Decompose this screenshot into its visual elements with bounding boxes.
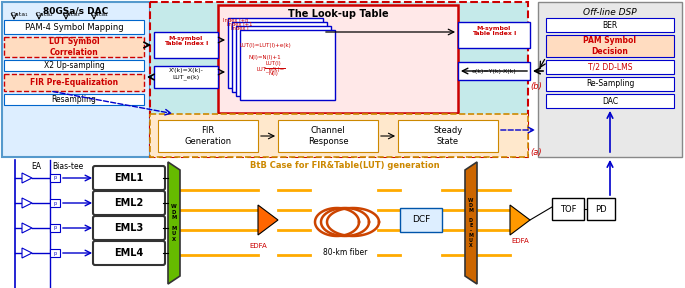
Bar: [50, 199, 60, 207]
Bar: [4, 37, 144, 57]
Text: TOF: TOF: [560, 204, 576, 213]
Bar: [50, 249, 60, 257]
Text: e(k)=Y(k)-X(k): e(k)=Y(k)-X(k): [472, 69, 516, 73]
Text: Resampling: Resampling: [51, 95, 97, 104]
Text: PD: PD: [595, 204, 607, 213]
FancyBboxPatch shape: [93, 191, 165, 215]
Text: M-symbol
Table Index I: M-symbol Table Index I: [164, 36, 208, 46]
Text: Data₄: Data₄: [90, 12, 108, 16]
Text: EDFA: EDFA: [249, 243, 267, 249]
Text: DCF: DCF: [412, 215, 430, 225]
Text: N(l): N(l): [268, 71, 278, 75]
Text: EML1: EML1: [114, 173, 144, 183]
Bar: [538, 2, 682, 157]
Bar: [50, 174, 60, 182]
Text: X2 Up-sampling: X2 Up-sampling: [44, 61, 104, 70]
Polygon shape: [22, 173, 32, 183]
Bar: [546, 94, 674, 108]
Bar: [154, 66, 218, 88]
Polygon shape: [22, 248, 32, 258]
Polygon shape: [465, 162, 477, 284]
Text: BER: BER: [602, 20, 618, 29]
Bar: [400, 208, 442, 232]
Text: W
D
M
 
M
U
X: W D M M U X: [171, 204, 177, 242]
Text: Index l+1: Index l+1: [227, 22, 253, 27]
Polygon shape: [22, 223, 32, 233]
Text: (a): (a): [530, 149, 542, 158]
Text: Index l: Index l: [231, 26, 249, 31]
Text: 80-km fiber: 80-km fiber: [323, 248, 367, 257]
Text: PAM-4 Symbol Mapping: PAM-4 Symbol Mapping: [25, 22, 123, 31]
Polygon shape: [168, 162, 180, 284]
Bar: [150, 114, 528, 157]
Bar: [4, 60, 144, 71]
Bar: [552, 198, 584, 220]
Text: EA: EA: [31, 162, 41, 171]
Text: LUT(l): LUT(l): [265, 62, 281, 67]
Text: DAC: DAC: [602, 96, 618, 105]
Text: p: p: [53, 226, 57, 230]
Bar: [228, 18, 323, 88]
Text: Data₃: Data₃: [62, 12, 79, 16]
Text: EML3: EML3: [114, 223, 144, 233]
Text: M-symbol
Table Index I: M-symbol Table Index I: [472, 26, 516, 36]
Text: EML4: EML4: [114, 248, 144, 258]
Text: 80GSa/s DAC: 80GSa/s DAC: [43, 6, 109, 15]
Text: Bias-tee: Bias-tee: [52, 162, 84, 171]
FancyBboxPatch shape: [93, 216, 165, 240]
Bar: [587, 198, 615, 220]
Text: N(l)=N(l)+1: N(l)=N(l)+1: [249, 54, 282, 60]
Text: Data₂: Data₂: [35, 12, 53, 16]
Text: Steady
State: Steady State: [434, 126, 462, 146]
Bar: [2, 2, 150, 157]
Polygon shape: [510, 205, 530, 235]
Text: LUT Symbol
Correlation: LUT Symbol Correlation: [49, 37, 99, 57]
Bar: [398, 120, 498, 152]
Bar: [154, 32, 218, 58]
Text: p: p: [53, 175, 57, 181]
Polygon shape: [22, 198, 32, 208]
Text: LUT_e(k)=: LUT_e(k)=: [257, 66, 285, 72]
Text: FIR Pre-Equalization: FIR Pre-Equalization: [30, 78, 118, 87]
Text: p: p: [53, 200, 57, 206]
FancyBboxPatch shape: [93, 241, 165, 265]
Bar: [278, 120, 378, 152]
Text: W
D
M
 
D
E
-
M
U
X: W D M D E - M U X: [469, 198, 474, 248]
Bar: [546, 35, 674, 57]
Text: Index l+n: Index l+n: [223, 18, 249, 24]
Bar: [236, 26, 331, 96]
Polygon shape: [258, 205, 278, 235]
Text: EML2: EML2: [114, 198, 144, 208]
Bar: [150, 2, 528, 157]
Text: The Look-up Table: The Look-up Table: [288, 9, 388, 19]
Text: Re-Sampling: Re-Sampling: [586, 79, 634, 88]
Text: EDFA: EDFA: [511, 238, 529, 244]
Bar: [218, 5, 458, 113]
Text: T/2 DD-LMS: T/2 DD-LMS: [588, 62, 632, 71]
Text: Data₁: Data₁: [10, 12, 27, 16]
Bar: [546, 77, 674, 91]
Text: (b): (b): [530, 82, 542, 92]
Bar: [4, 20, 144, 34]
Bar: [546, 60, 674, 74]
Text: PAM Symbol
Decision: PAM Symbol Decision: [584, 36, 636, 56]
Bar: [240, 30, 335, 100]
FancyBboxPatch shape: [93, 166, 165, 190]
Bar: [458, 62, 530, 80]
Bar: [50, 224, 60, 232]
Text: Off-line DSP: Off-line DSP: [583, 8, 637, 17]
Bar: [458, 22, 530, 48]
Text: X'(k)=X(k)-
LUT_e(k): X'(k)=X(k)- LUT_e(k): [169, 68, 203, 80]
Bar: [232, 22, 327, 92]
Bar: [4, 94, 144, 105]
Text: BtB Case for FIR&Table(LUT) generation: BtB Case for FIR&Table(LUT) generation: [250, 161, 440, 170]
Text: p: p: [53, 251, 57, 255]
Bar: [546, 18, 674, 32]
Bar: [4, 74, 144, 91]
Text: FIR
Generation: FIR Generation: [184, 126, 232, 146]
Text: LUT(l)=LUT(l)+e(k): LUT(l)=LUT(l)+e(k): [239, 43, 291, 48]
Bar: [158, 120, 258, 152]
Text: Channel
Response: Channel Response: [308, 126, 348, 146]
